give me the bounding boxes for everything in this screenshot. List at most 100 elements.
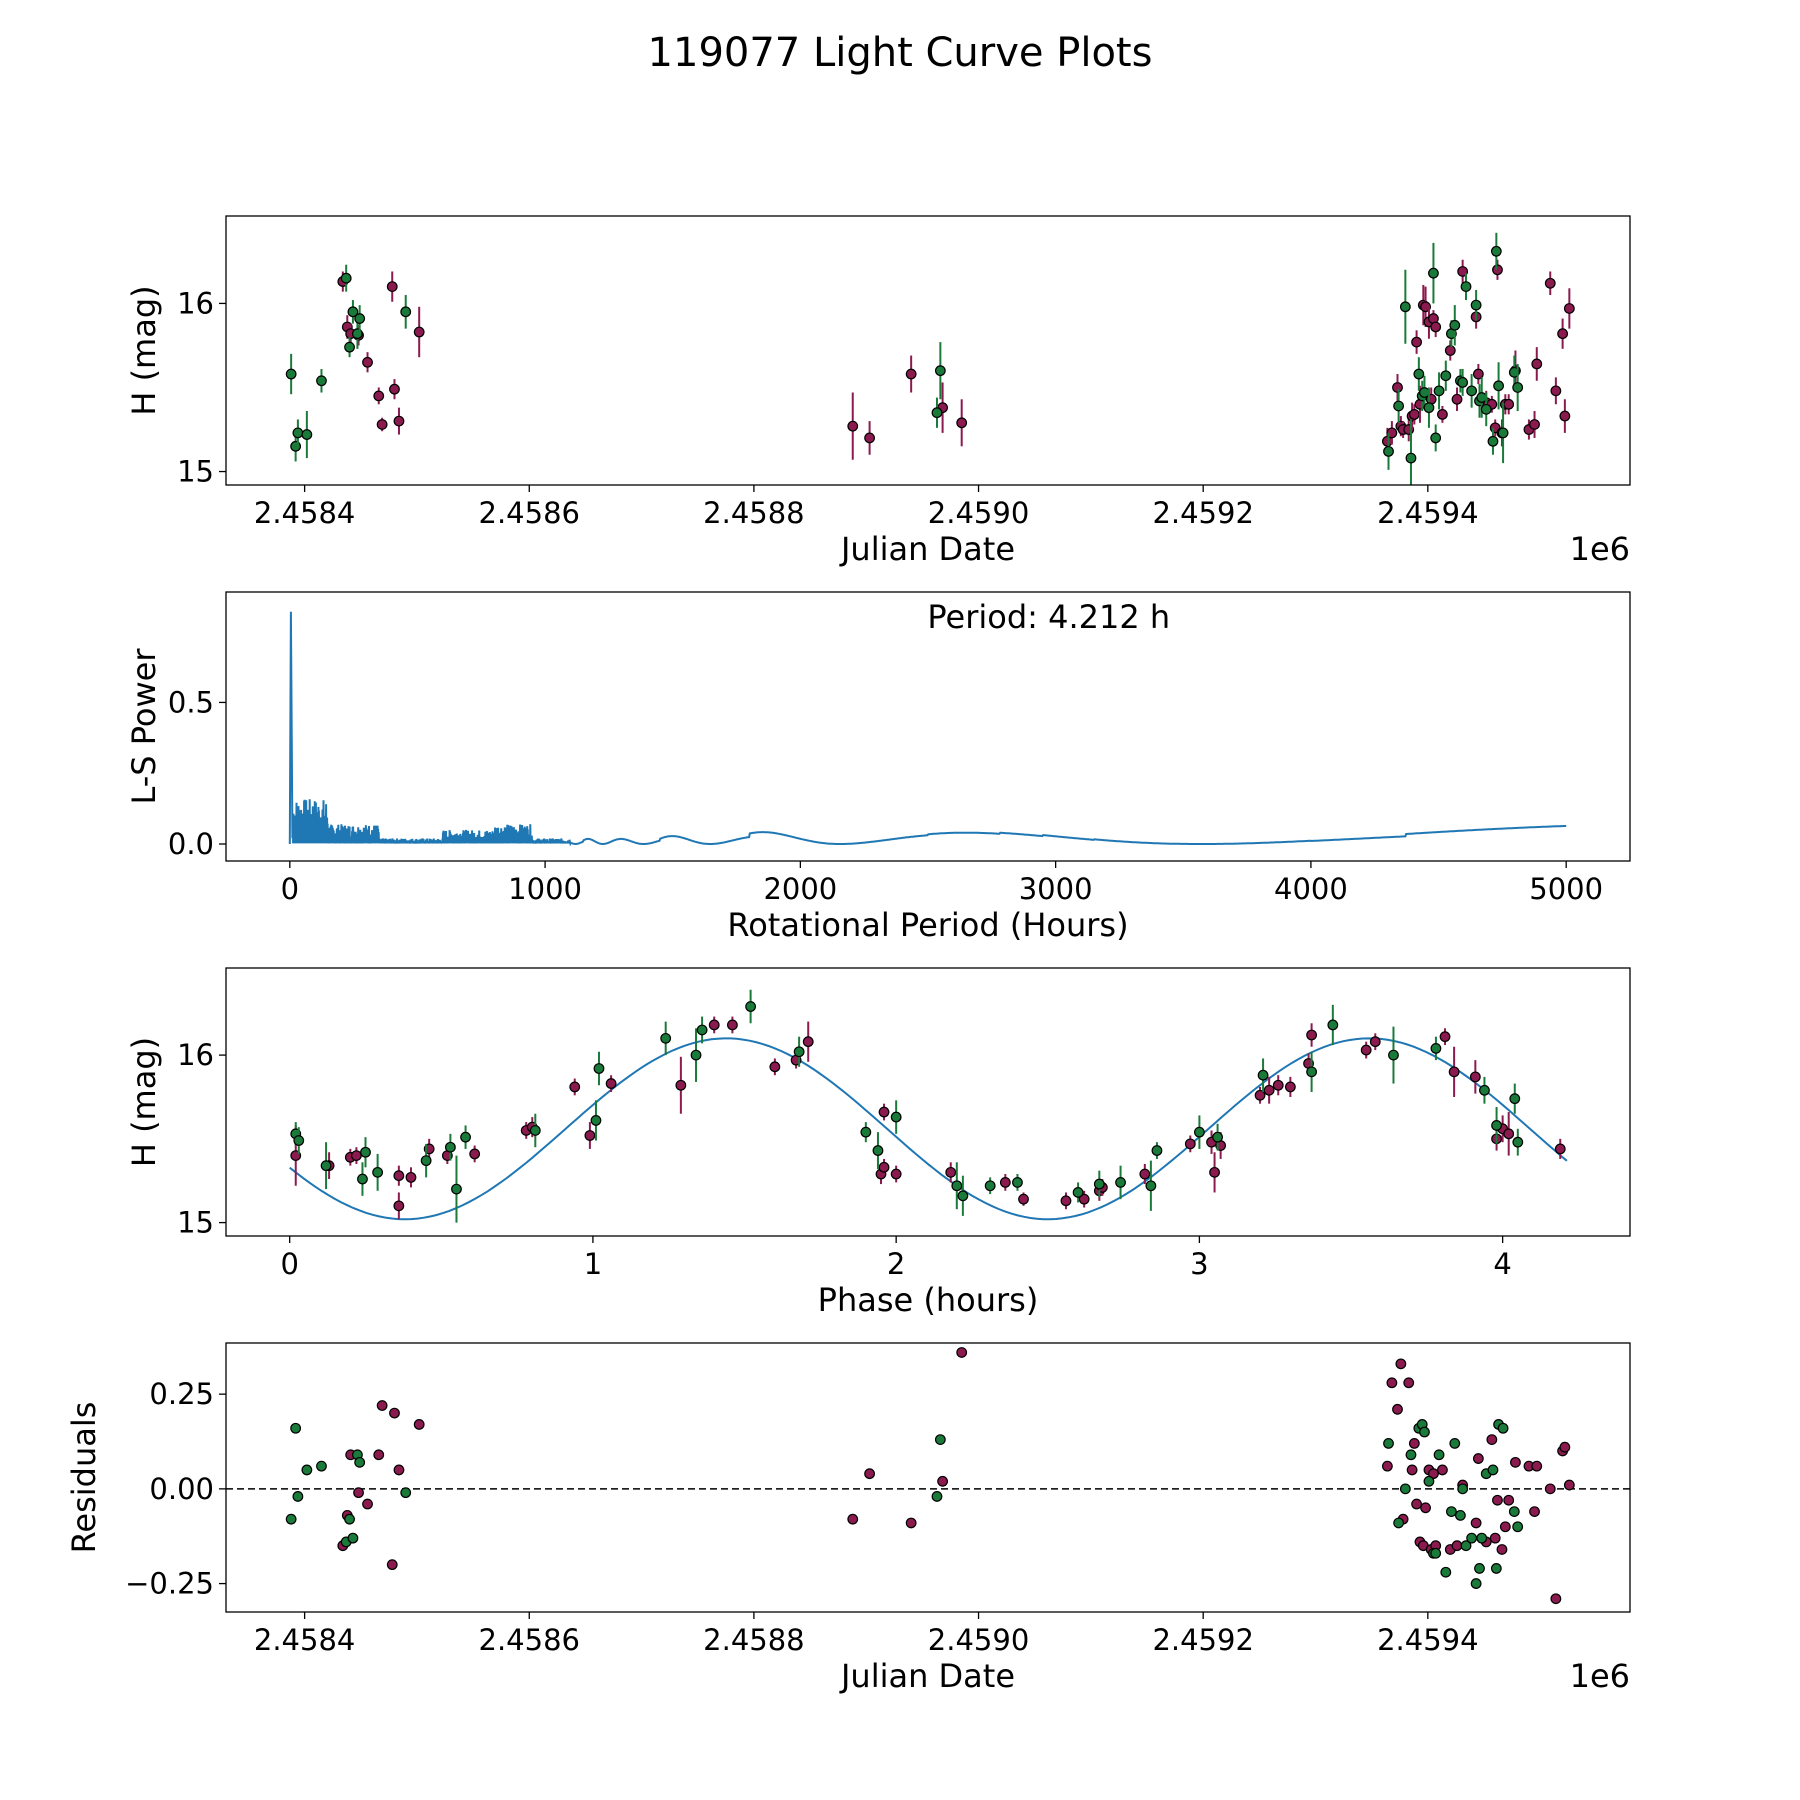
- data-point-g: [1151, 1145, 1163, 1156]
- data-point-g: [285, 1513, 297, 1525]
- data-point-g: [1509, 1093, 1521, 1105]
- data-point-g: [1393, 400, 1405, 412]
- data-point-g: [1512, 1521, 1524, 1533]
- data-point-r: [1395, 1358, 1407, 1370]
- data-point-g: [984, 1180, 996, 1192]
- data-point-r: [393, 415, 405, 427]
- data-point-g: [957, 1190, 969, 1202]
- data-point-r: [413, 1419, 425, 1430]
- data-point-r: [1550, 385, 1562, 397]
- plot-frame: [225, 967, 1631, 1237]
- x-axis-label: Phase (hours): [818, 1281, 1039, 1319]
- plot-frame: [225, 215, 1631, 486]
- data-point-r: [847, 420, 859, 432]
- data-point-g: [1428, 267, 1439, 279]
- data-point-g: [444, 1141, 456, 1153]
- data-point-r: [1408, 408, 1420, 420]
- data-point-g: [1491, 1120, 1502, 1131]
- data-point-r: [353, 1487, 364, 1499]
- data-point-g: [1383, 1438, 1394, 1449]
- data-point-g: [1490, 245, 1502, 257]
- data-point-r: [1439, 1031, 1451, 1043]
- data-point-r: [1254, 1089, 1266, 1101]
- data-point-g: [344, 1513, 355, 1525]
- data-point-r: [1486, 1434, 1498, 1446]
- data-point-g: [293, 1135, 305, 1146]
- x-offset-label: 1e6: [1570, 530, 1630, 568]
- data-point-g: [1419, 387, 1430, 398]
- data-point-g: [1413, 368, 1425, 380]
- data-point-r: [1360, 1044, 1372, 1056]
- data-point-r: [945, 1166, 957, 1178]
- data-point-g: [360, 1146, 371, 1158]
- data-point-g: [1393, 1517, 1405, 1529]
- data-point-g: [593, 1063, 605, 1074]
- x-tick-label: 2.4590: [928, 496, 1029, 530]
- data-point-g: [1476, 1532, 1488, 1544]
- data-point-g: [400, 1487, 412, 1499]
- x-axis-label: Rotational Period (Hours): [727, 906, 1128, 944]
- data-point-g: [316, 1460, 327, 1472]
- data-point-g: [1388, 1049, 1399, 1061]
- data-point-r: [1563, 303, 1575, 314]
- data-point-r: [393, 1464, 405, 1476]
- data-point-r: [864, 432, 875, 444]
- data-point-r: [1550, 1593, 1562, 1605]
- y-axis-label: L-S Power: [125, 648, 163, 805]
- data-point-g: [354, 1456, 366, 1468]
- data-point-r: [1018, 1193, 1029, 1205]
- data-point-g: [1512, 1136, 1524, 1148]
- data-point-r: [413, 326, 425, 338]
- data-point-r: [389, 383, 400, 395]
- y-axis-label: Residuals: [65, 1402, 103, 1554]
- data-point-r: [376, 1400, 388, 1411]
- data-point-r: [1554, 1143, 1566, 1155]
- data-point-g: [690, 1049, 702, 1061]
- data-point-g: [1399, 301, 1411, 313]
- data-point-g: [1460, 281, 1472, 293]
- x-tick-label: 2.4588: [703, 1623, 804, 1657]
- data-point-r: [956, 1347, 968, 1358]
- data-point-r: [1492, 264, 1503, 276]
- x-tick-label: 3: [1190, 1247, 1208, 1281]
- data-point-g: [451, 1183, 462, 1195]
- data-point-r: [769, 1061, 781, 1073]
- x-tick-label: 0: [281, 872, 299, 906]
- data-point-g: [1405, 452, 1417, 464]
- data-point-g: [290, 440, 302, 452]
- data-point-r: [1510, 1456, 1521, 1468]
- data-point-g: [301, 1464, 313, 1476]
- data-point-g: [354, 313, 366, 324]
- data-point-r: [1272, 1079, 1284, 1091]
- data-point-g: [1423, 1475, 1435, 1487]
- data-point-g: [292, 1491, 304, 1502]
- data-point-g: [400, 306, 412, 318]
- x-tick-label: 2.4592: [1152, 1623, 1253, 1657]
- data-point-g: [1257, 1069, 1269, 1081]
- data-point-r: [1503, 1128, 1515, 1140]
- data-point-r: [1563, 1479, 1575, 1491]
- data-point-r: [878, 1106, 890, 1118]
- data-point-r: [393, 1200, 405, 1212]
- data-point-r: [1209, 1166, 1220, 1178]
- x-tick-label: 2.4590: [928, 1623, 1029, 1657]
- x-tick-label: 2.4592: [1152, 496, 1253, 530]
- y-tick-label: 15: [177, 455, 214, 489]
- data-point-r: [376, 419, 388, 430]
- data-point-g: [344, 341, 355, 353]
- data-point-r: [905, 368, 917, 380]
- data-point-g: [1405, 1449, 1417, 1461]
- data-point-r: [1444, 345, 1456, 356]
- data-point-g: [357, 1173, 368, 1185]
- data-point-g: [1508, 1506, 1520, 1517]
- y-tick-label: 15: [177, 1206, 214, 1240]
- data-point-r: [1470, 1517, 1482, 1529]
- data-point-r: [1430, 321, 1442, 333]
- model-layer: [289, 1037, 1568, 1221]
- y-tick-label: 0.5: [168, 685, 214, 719]
- x-axis-label: Julian Date: [839, 530, 1015, 568]
- y-tick-label: 0.00: [149, 1472, 214, 1506]
- data-point-g: [420, 1155, 432, 1167]
- data-point-g: [347, 1532, 359, 1544]
- x-tick-label: 2000: [763, 872, 837, 906]
